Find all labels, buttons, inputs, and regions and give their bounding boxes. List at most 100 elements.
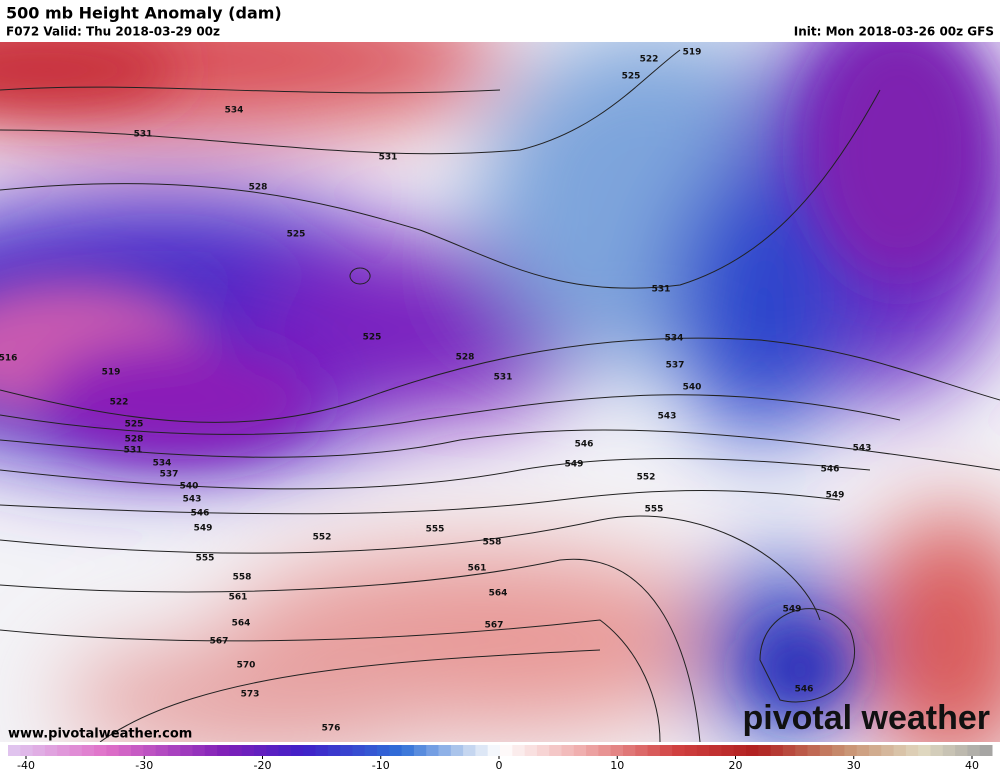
contour-label: 555 — [645, 505, 664, 515]
contour-label: 531 — [652, 285, 671, 295]
colorbar-cell — [20, 745, 34, 756]
contour-label: 522 — [640, 55, 659, 65]
contour-label: 561 — [229, 593, 248, 603]
colorbar-cell — [905, 745, 919, 756]
contour-label: 564 — [489, 589, 508, 599]
colorbar-cell — [598, 745, 612, 756]
colorbar-cell — [57, 745, 70, 756]
contour-label: 567 — [210, 637, 229, 647]
colorbar-cell — [155, 745, 169, 756]
colorbar-cell — [266, 745, 280, 756]
colorbar-cell — [807, 745, 821, 756]
colorbar-cell — [44, 745, 58, 756]
contour-label: 555 — [196, 554, 215, 564]
colorbar-cell — [426, 745, 439, 756]
colorbar-cell — [758, 745, 772, 756]
valid-time: F072 Valid: Thu 2018-03-29 00z — [6, 25, 220, 39]
contour-label: 534 — [225, 106, 244, 116]
colorbar-cell — [561, 745, 575, 756]
colorbar-cell — [684, 745, 698, 756]
contour-label: 549 — [783, 605, 802, 615]
contour-label: 531 — [124, 446, 143, 456]
contour-label: 549 — [194, 524, 213, 534]
colorbar-cell — [487, 745, 501, 756]
colorbar-cell — [746, 745, 759, 756]
colorbar-cell — [782, 745, 796, 756]
colorbar-cell — [795, 745, 808, 756]
colorbar-cell — [844, 745, 858, 756]
colorbar-tick-label: -30 — [135, 759, 153, 772]
colorbar-cell — [315, 745, 329, 756]
colorbar-cell — [192, 745, 206, 756]
colorbar-cell — [770, 745, 784, 756]
colorbar-cell — [500, 745, 513, 756]
contour-label: 543 — [853, 444, 872, 454]
colorbar-cell — [413, 745, 427, 756]
colorbar-cell — [832, 745, 845, 756]
colorbar-cell — [893, 745, 907, 756]
colorbar-tick-label: -40 — [17, 759, 35, 772]
colorbar-cell — [918, 745, 931, 756]
colorbar-cell — [8, 745, 21, 756]
contour-label: 540 — [683, 383, 702, 393]
colorbar-cell — [967, 745, 981, 756]
contour-label: 564 — [232, 619, 251, 629]
colorbar-cell — [303, 745, 316, 756]
contour-label: 537 — [160, 470, 179, 480]
contour-label: 561 — [468, 564, 487, 574]
colorbar-cell — [659, 745, 673, 756]
colorbar-cell — [672, 745, 685, 756]
colorbar-tick-label: 40 — [965, 759, 979, 772]
colorbar-cell — [942, 745, 956, 756]
title: 500 mb Height Anomaly (dam) — [6, 4, 282, 23]
colorbar-tick-label: 20 — [729, 759, 743, 772]
colorbar-cell — [524, 745, 538, 756]
colorbar-cell — [475, 745, 489, 756]
colorbar-tick-label: 30 — [847, 759, 861, 772]
contour-lines — [0, 49, 1000, 742]
colorbar-cell — [573, 745, 587, 756]
contour-label: 531 — [379, 153, 398, 163]
colorbar-cell — [733, 745, 747, 756]
colorbar-cell — [512, 745, 526, 756]
contour-label: 546 — [191, 509, 210, 519]
colorbar-cell — [217, 745, 230, 756]
colorbar-tick-label: 0 — [496, 759, 503, 772]
colorbar-cell — [364, 745, 378, 756]
colorbar-cell — [536, 745, 550, 756]
contour-label: 528 — [125, 435, 144, 445]
contour-label: 519 — [683, 48, 702, 58]
colorbar-cell — [438, 745, 452, 756]
colorbar-cell — [340, 745, 353, 756]
colorbar-cell — [610, 745, 624, 756]
colorbar-cell — [450, 745, 464, 756]
contour-label: 531 — [134, 130, 153, 140]
contour-label: 552 — [637, 473, 656, 483]
contour-label: 558 — [233, 573, 252, 583]
colorbar-cell — [955, 745, 968, 756]
contour-label: 525 — [363, 333, 382, 343]
contour-label: 546 — [795, 685, 814, 695]
init-time: Init: Mon 2018-03-26 00z GFS — [794, 25, 994, 39]
colorbar-cell — [143, 745, 157, 756]
colorbar-tick-label: -10 — [372, 759, 390, 772]
colorbar-cell — [635, 745, 649, 756]
colorbar-cell — [167, 745, 181, 756]
colorbar-cell — [930, 745, 944, 756]
colorbar-cell — [254, 745, 267, 756]
contour-label: 522 — [110, 398, 129, 408]
colorbar-cell — [721, 745, 735, 756]
colorbar-cell — [180, 745, 193, 756]
contour-label: 534 — [153, 459, 172, 469]
contour-label: 516 — [0, 354, 17, 364]
colorbar-cell — [106, 745, 120, 756]
contour-label: 549 — [826, 491, 845, 501]
colorbar-cell — [463, 745, 476, 756]
colorbar: -40 -30 -20 -10 0 10 20 30 40 — [8, 745, 993, 772]
colorbar-cell — [389, 745, 403, 756]
contour-label: 543 — [183, 495, 202, 505]
colorbar-cell — [979, 745, 993, 756]
